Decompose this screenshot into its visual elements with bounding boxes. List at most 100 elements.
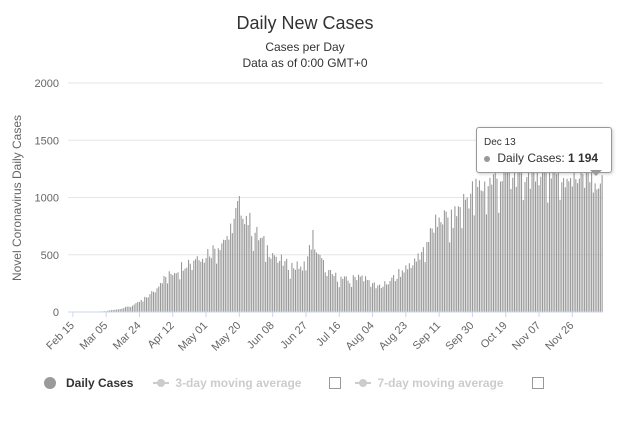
bar[interactable] (217, 248, 219, 312)
bar[interactable] (112, 309, 114, 312)
bar[interactable] (226, 236, 228, 312)
bar[interactable] (415, 261, 417, 312)
bar[interactable] (166, 283, 169, 312)
bar[interactable] (387, 284, 389, 312)
bar[interactable] (312, 229, 314, 312)
bar[interactable] (131, 305, 134, 312)
bar[interactable] (140, 299, 142, 312)
bar[interactable] (170, 273, 172, 312)
bar[interactable] (499, 181, 502, 312)
bar[interactable] (296, 261, 298, 312)
bar[interactable] (124, 306, 126, 312)
bar[interactable] (294, 269, 296, 312)
bar[interactable] (536, 168, 538, 312)
bar[interactable] (163, 276, 165, 312)
bar[interactable] (534, 181, 537, 312)
bar[interactable] (396, 278, 398, 312)
bar[interactable] (375, 288, 377, 312)
bar[interactable] (512, 177, 514, 312)
bar[interactable] (366, 279, 368, 312)
bar[interactable] (501, 181, 503, 312)
bar[interactable] (454, 206, 456, 312)
bar[interactable] (184, 268, 186, 312)
bar[interactable] (177, 272, 179, 312)
bar[interactable] (538, 185, 540, 312)
bar[interactable] (564, 187, 566, 312)
bar[interactable] (557, 160, 559, 312)
bar[interactable] (426, 242, 428, 312)
bar[interactable] (338, 287, 340, 312)
bar[interactable] (419, 259, 421, 312)
bar[interactable] (259, 238, 261, 312)
bar[interactable] (182, 270, 184, 312)
bar[interactable] (293, 268, 295, 312)
bar[interactable] (554, 171, 556, 312)
bar[interactable] (219, 250, 221, 312)
bar[interactable] (414, 258, 416, 312)
bar[interactable] (298, 268, 300, 312)
bar[interactable] (478, 180, 480, 312)
bar[interactable] (221, 243, 223, 312)
bar[interactable] (443, 210, 445, 312)
bar[interactable] (543, 163, 545, 312)
bar[interactable] (280, 254, 282, 312)
bar[interactable] (517, 150, 519, 312)
bar[interactable] (315, 252, 318, 312)
bar[interactable] (407, 269, 409, 312)
bar[interactable] (442, 224, 444, 312)
bar[interactable] (326, 275, 328, 312)
bar[interactable] (438, 217, 440, 312)
bar[interactable] (291, 262, 293, 312)
bar[interactable] (242, 218, 244, 312)
bar[interactable] (433, 232, 435, 312)
bar[interactable] (322, 260, 325, 312)
bar[interactable] (196, 256, 198, 312)
bar[interactable] (272, 253, 274, 312)
bar[interactable] (152, 291, 155, 312)
bar[interactable] (542, 163, 544, 312)
bar[interactable] (126, 306, 128, 312)
bar[interactable] (238, 196, 240, 312)
bar[interactable] (343, 276, 346, 312)
bar[interactable] (431, 228, 433, 312)
bar[interactable] (214, 248, 216, 312)
bar[interactable] (282, 265, 284, 312)
bar[interactable] (485, 214, 488, 312)
bar[interactable] (151, 291, 153, 312)
bar[interactable] (361, 275, 363, 312)
bar[interactable] (180, 262, 183, 312)
bar[interactable] (496, 178, 498, 312)
bar[interactable] (380, 287, 382, 312)
bar[interactable] (237, 200, 239, 312)
bar[interactable] (198, 260, 200, 312)
bar[interactable] (205, 258, 207, 312)
bar[interactable] (545, 172, 547, 312)
bar[interactable] (265, 261, 267, 312)
bar[interactable] (186, 267, 188, 312)
bar[interactable] (475, 178, 477, 312)
bar[interactable] (384, 281, 386, 312)
bar[interactable] (324, 272, 326, 312)
bar[interactable] (461, 228, 463, 312)
bar[interactable] (147, 297, 149, 312)
bar[interactable] (492, 174, 495, 312)
bar[interactable] (480, 190, 482, 312)
bar[interactable] (513, 164, 516, 312)
bar[interactable] (212, 245, 214, 312)
bar[interactable] (596, 189, 598, 312)
bar[interactable] (202, 258, 204, 312)
bar[interactable] (247, 225, 249, 312)
legend-item-daily-cases[interactable]: Daily Cases (44, 376, 133, 390)
bar[interactable] (498, 212, 500, 312)
bar[interactable] (233, 218, 235, 312)
bar[interactable] (393, 275, 395, 312)
bar[interactable] (389, 280, 391, 312)
bar[interactable] (377, 285, 379, 312)
bar[interactable] (305, 270, 307, 312)
bar[interactable] (289, 278, 291, 312)
bar[interactable] (286, 258, 288, 312)
bar[interactable] (159, 282, 162, 312)
bar[interactable] (200, 261, 202, 312)
bar[interactable] (428, 241, 430, 312)
bar[interactable] (429, 228, 431, 312)
